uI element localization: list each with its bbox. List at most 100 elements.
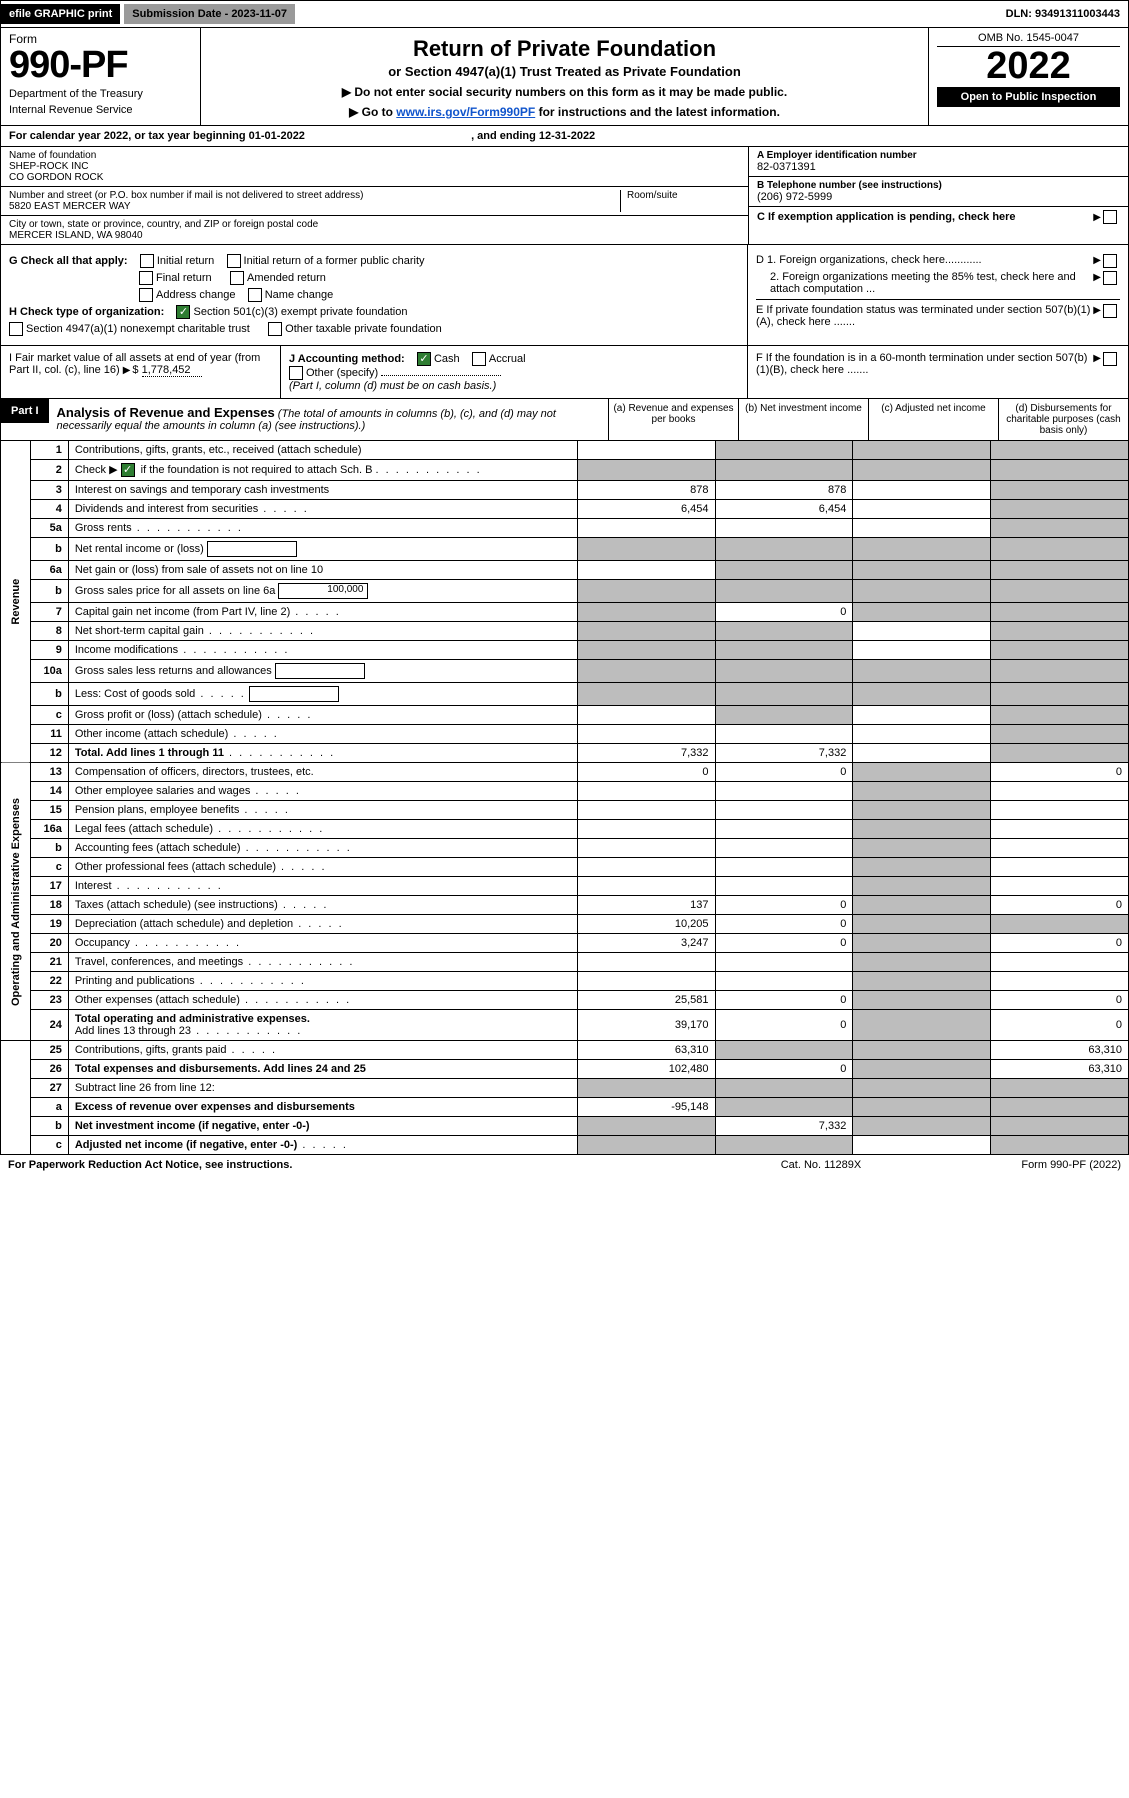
foundation-name2: CO GORDON ROCK xyxy=(9,172,740,183)
table-row: 21 Travel, conferences, and meetings xyxy=(1,953,1129,972)
form-subtitle3: ▶ Go to www.irs.gov/Form990PF for instru… xyxy=(209,105,920,119)
foundation-addr: 5820 EAST MERCER WAY xyxy=(9,201,620,212)
section-ij: I Fair market value of all assets at end… xyxy=(0,346,1129,399)
table-row: 3 Interest on savings and temporary cash… xyxy=(1,481,1129,500)
table-row: c Other professional fees (attach schedu… xyxy=(1,858,1129,877)
form-header: Form 990-PF Department of the Treasury I… xyxy=(0,28,1129,126)
schb-checkbox[interactable] xyxy=(121,464,138,476)
analysis-table: Revenue 1 Contributions, gifts, grants, … xyxy=(0,441,1129,1155)
j-other-checkbox[interactable] xyxy=(289,367,306,379)
dept-irs: Internal Revenue Service xyxy=(9,104,192,116)
d1-label: D 1. Foreign organizations, check here..… xyxy=(756,254,1093,268)
h-501c3-checkbox[interactable] xyxy=(176,306,193,318)
part1-tag: Part I xyxy=(1,399,49,423)
table-row: 20 Occupancy 3,247 0 0 xyxy=(1,934,1129,953)
table-row: 7 Capital gain net income (from Part IV,… xyxy=(1,603,1129,622)
i-label: I Fair market value of all assets at end… xyxy=(9,352,260,376)
table-row: 17 Interest xyxy=(1,877,1129,896)
col-b-header: (b) Net investment income xyxy=(738,399,868,440)
table-row: 14 Other employee salaries and wages xyxy=(1,782,1129,801)
foundation-name1: SHEP-ROCK INC xyxy=(9,161,740,172)
table-row: 5a Gross rents xyxy=(1,519,1129,538)
phone-label: B Telephone number (see instructions) xyxy=(757,180,1120,191)
footer-notice: For Paperwork Reduction Act Notice, see … xyxy=(8,1159,721,1171)
table-row: c Gross profit or (loss) (attach schedul… xyxy=(1,706,1129,725)
table-row: Operating and Administrative Expenses 13… xyxy=(1,763,1129,782)
table-row: b Less: Cost of goods sold xyxy=(1,683,1129,706)
open-inspection-badge: Open to Public Inspection xyxy=(937,87,1120,107)
g-initial-pc-checkbox[interactable] xyxy=(227,255,244,267)
calendar-year-row: For calendar year 2022, or tax year begi… xyxy=(0,126,1129,147)
g-address-checkbox[interactable] xyxy=(139,289,156,301)
d2-label: 2. Foreign organizations meeting the 85%… xyxy=(756,271,1093,295)
arrow-icon xyxy=(1093,352,1103,392)
table-row: 24 Total operating and administrative ex… xyxy=(1,1010,1129,1041)
table-row: 12 Total. Add lines 1 through 11 7,332 7… xyxy=(1,744,1129,763)
table-row: 10a Gross sales less returns and allowan… xyxy=(1,660,1129,683)
arrow-icon xyxy=(1093,304,1103,328)
g-name-checkbox[interactable] xyxy=(248,289,265,301)
addr-label: Number and street (or P.O. box number if… xyxy=(9,190,620,201)
arrow-icon xyxy=(123,364,133,376)
table-row: b Accounting fees (attach schedule) xyxy=(1,839,1129,858)
revenue-vertical-label: Revenue xyxy=(1,441,31,763)
part1-title: Analysis of Revenue and Expenses xyxy=(57,405,275,420)
gross-sales-box: 100,000 xyxy=(278,583,368,599)
city-label: City or town, state or province, country… xyxy=(9,219,740,230)
name-label: Name of foundation xyxy=(9,150,740,161)
form-number: 990-PF xyxy=(9,46,192,84)
g-initial-checkbox[interactable] xyxy=(140,255,157,267)
table-row: 25 Contributions, gifts, grants paid 63,… xyxy=(1,1041,1129,1060)
page-footer: For Paperwork Reduction Act Notice, see … xyxy=(0,1155,1129,1175)
form-title: Return of Private Foundation xyxy=(209,36,920,62)
c-label: C If exemption application is pending, c… xyxy=(757,211,1093,223)
form-subtitle2: ▶ Do not enter social security numbers o… xyxy=(209,85,920,99)
foundation-city: MERCER ISLAND, WA 98040 xyxy=(9,230,740,241)
h-other-checkbox[interactable] xyxy=(268,323,285,335)
efile-badge: efile GRAPHIC print xyxy=(1,4,120,24)
table-row: 26 Total expenses and disbursements. Add… xyxy=(1,1060,1129,1079)
table-row: 4 Dividends and interest from securities… xyxy=(1,500,1129,519)
g-final-checkbox[interactable] xyxy=(139,272,156,284)
table-row: 27 Subtract line 26 from line 12: xyxy=(1,1079,1129,1098)
j-note: (Part I, column (d) must be on cash basi… xyxy=(289,380,739,392)
table-row: 22 Printing and publications xyxy=(1,972,1129,991)
table-row: 2 Check ▶ if the foundation is not requi… xyxy=(1,460,1129,481)
j-cash-checkbox[interactable] xyxy=(417,353,434,365)
arrow-icon xyxy=(1093,271,1103,295)
footer-form: Form 990-PF (2022) xyxy=(921,1159,1121,1171)
g-amended-checkbox[interactable] xyxy=(230,272,247,284)
f-label: F If the foundation is in a 60-month ter… xyxy=(756,352,1093,392)
table-row: b Net investment income (if negative, en… xyxy=(1,1117,1129,1136)
table-row: 6a Net gain or (loss) from sale of asset… xyxy=(1,561,1129,580)
phone-value: (206) 972-5999 xyxy=(757,191,1120,203)
h-label: H Check type of organization: xyxy=(9,306,164,318)
table-row: b Net rental income or (loss) xyxy=(1,538,1129,561)
table-row: 15 Pension plans, employee benefits xyxy=(1,801,1129,820)
irs-link[interactable]: www.irs.gov/Form990PF xyxy=(396,105,535,119)
e-label: E If private foundation status was termi… xyxy=(756,304,1093,328)
d1-checkbox[interactable] xyxy=(1103,254,1120,268)
col-a-header: (a) Revenue and expenses per books xyxy=(608,399,738,440)
table-row: 18 Taxes (attach schedule) (see instruct… xyxy=(1,896,1129,915)
top-bar: efile GRAPHIC print Submission Date - 20… xyxy=(0,0,1129,28)
c-checkbox[interactable] xyxy=(1103,210,1120,224)
i-value: 1,778,452 xyxy=(142,364,202,377)
submission-date: Submission Date - 2023-11-07 xyxy=(124,4,295,24)
ein-label: A Employer identification number xyxy=(757,150,1120,161)
table-row: Revenue 1 Contributions, gifts, grants, … xyxy=(1,441,1129,460)
f-checkbox[interactable] xyxy=(1103,352,1120,392)
tax-year: 2022 xyxy=(937,47,1120,85)
g-label: G Check all that apply: xyxy=(9,255,128,267)
h-4947-checkbox[interactable] xyxy=(9,323,26,335)
arrow-icon xyxy=(1093,211,1103,223)
j-accrual-checkbox[interactable] xyxy=(472,353,489,365)
j-label: J Accounting method: xyxy=(289,353,405,365)
col-c-header: (c) Adjusted net income xyxy=(868,399,998,440)
table-row: b Gross sales price for all assets on li… xyxy=(1,580,1129,603)
col-d-header: (d) Disbursements for charitable purpose… xyxy=(998,399,1128,440)
table-row: 9 Income modifications xyxy=(1,641,1129,660)
ein-value: 82-0371391 xyxy=(757,161,1120,173)
e-checkbox[interactable] xyxy=(1103,304,1120,328)
d2-checkbox[interactable] xyxy=(1103,271,1120,295)
